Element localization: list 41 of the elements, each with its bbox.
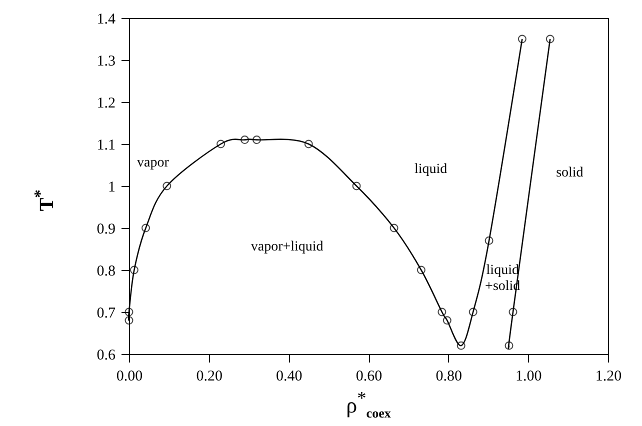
- point: [468, 308, 478, 316]
- point: [438, 308, 446, 316]
- point: [546, 34, 554, 44]
- y-tick-label: 1.1: [96, 138, 116, 154]
- point: [216, 140, 226, 148]
- x-tick-label: 0.80: [436, 368, 462, 384]
- point: [518, 34, 526, 44]
- y-tick-label: 0.8: [96, 264, 116, 280]
- point: [240, 136, 250, 144]
- y-tick-label: 0.7: [96, 306, 116, 322]
- annotation: vapor: [137, 155, 170, 170]
- point: [124, 308, 134, 316]
- point: [456, 341, 466, 350]
- annotation: liquid: [414, 162, 448, 178]
- y-tick-label: 1.4: [96, 12, 116, 28]
- point: [508, 308, 518, 316]
- point: [504, 341, 514, 350]
- x-tick-label: 0.20: [196, 368, 222, 384]
- annotation: solid: [556, 166, 584, 181]
- point: [390, 224, 398, 232]
- x-tick-label: 1.00: [516, 368, 542, 384]
- x-tick-label: 1.20: [595, 368, 622, 384]
- point: [442, 316, 452, 325]
- point: [484, 236, 494, 245]
- point: [304, 140, 313, 148]
- y-tick-label: 0.9: [96, 222, 116, 238]
- point: [252, 136, 261, 144]
- point: [352, 182, 361, 190]
- point: [124, 316, 134, 325]
- annotation: vapor+liquid: [250, 239, 324, 254]
- point: [142, 224, 150, 232]
- y-tick-label: 0.6: [96, 348, 116, 364]
- x-tick-label: 0.00: [116, 368, 143, 384]
- y-tick-label: 1.2: [96, 96, 116, 112]
- x-tick-label: 0.40: [276, 368, 302, 384]
- point: [416, 266, 426, 274]
- point: [130, 266, 138, 274]
- y-tick-label: 1.3: [96, 54, 116, 70]
- y-tick-label: 1: [108, 180, 116, 196]
- x-tick-label: 0.60: [356, 368, 382, 384]
- point: [162, 182, 172, 190]
